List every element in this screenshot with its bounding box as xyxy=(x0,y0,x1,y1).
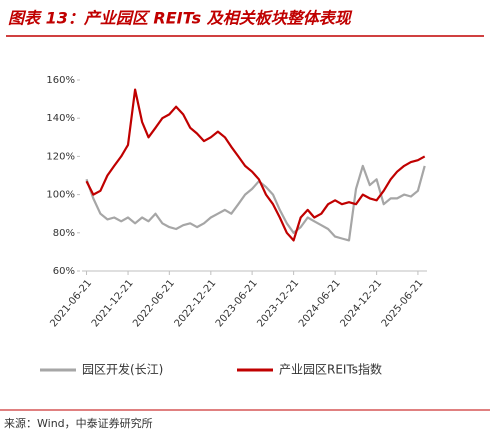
x-tick-label: 2023-06-21 xyxy=(214,278,260,330)
y-tick-label: 80% xyxy=(53,228,75,239)
y-tick-label: 100% xyxy=(46,190,75,201)
x-tick-label: 2024-06-21 xyxy=(297,278,343,330)
x-tick-label: 2024-12-21 xyxy=(338,278,384,330)
x-tick-label: 2022-12-21 xyxy=(173,278,219,330)
y-tick-label: 160% xyxy=(46,75,75,86)
y-tick-label: 140% xyxy=(46,113,75,124)
x-tick-label: 2021-12-21 xyxy=(90,278,136,330)
x-tick-label: 2025-06-21 xyxy=(380,278,426,330)
y-tick-label: 60% xyxy=(53,266,75,277)
source: 来源：Wind，中泰证券研究所 xyxy=(4,416,153,430)
legend-label: 产业园区REITs指数 xyxy=(279,362,382,377)
y-tick-label: 120% xyxy=(46,151,75,162)
x-tick-label: 2021-06-21 xyxy=(48,278,94,330)
x-tick-label: 2023-12-21 xyxy=(255,278,301,330)
legend-label: 园区开发(长江) xyxy=(82,362,163,377)
chart-title: 图表 13：产业园区 REITs 及相关板块整体表现 xyxy=(8,9,353,28)
x-tick-label: 2022-06-21 xyxy=(131,278,177,330)
series-line xyxy=(85,88,426,242)
series-line xyxy=(85,164,426,242)
